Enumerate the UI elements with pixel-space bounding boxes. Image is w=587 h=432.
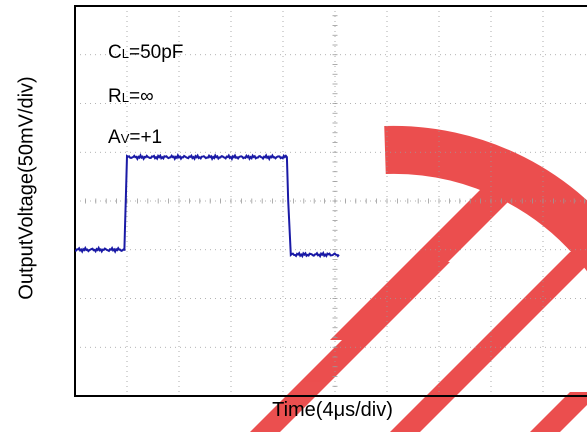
annotation-load-resistance: RL=∞ <box>108 86 154 107</box>
series-line-0 <box>75 152 340 259</box>
grid <box>74 5 587 397</box>
plot-frame <box>74 5 587 397</box>
annotation-load-capacitance: CL=50pF <box>108 42 184 63</box>
watermark-logo <box>250 125 587 432</box>
annotation-gain: AV=+1 <box>108 127 163 148</box>
watermark-stroke-4 <box>530 392 587 432</box>
watermark-arc <box>384 125 587 272</box>
y-axis-label: OutputVoltage(50mV/div) <box>15 76 38 300</box>
x-axis-label: Time(4μs/div) <box>272 399 393 421</box>
trace <box>75 152 340 259</box>
